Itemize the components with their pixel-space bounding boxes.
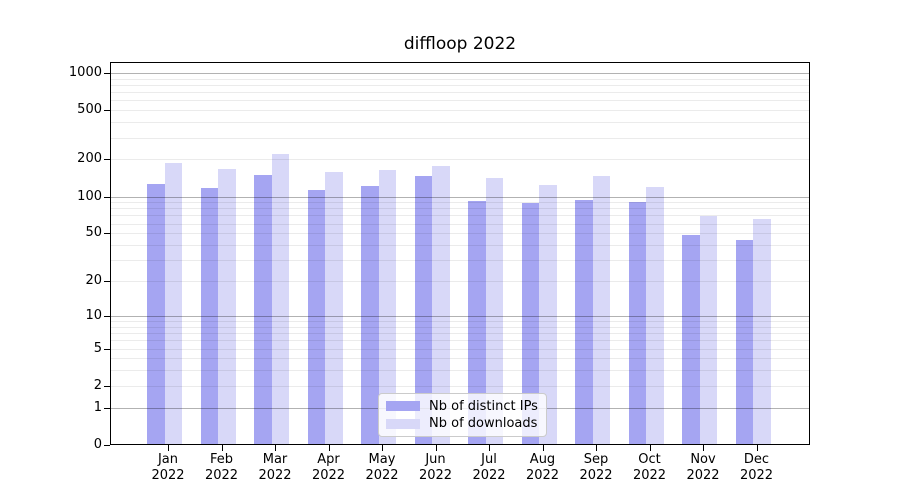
x-tick (756, 445, 758, 451)
y-tick (104, 281, 110, 282)
bar-distinct-ips (735, 240, 753, 445)
bar-distinct-ips (361, 185, 379, 445)
y-tick-label: 0 (93, 437, 102, 452)
y-tick (104, 72, 110, 74)
bar-distinct-ips (254, 174, 272, 445)
bar-downloads (753, 218, 771, 445)
bar-distinct-ips (414, 176, 432, 445)
y-tick-label: 20 (85, 273, 102, 288)
x-tick-label: Sep 2022 (579, 452, 613, 483)
x-tick (382, 445, 383, 451)
bar-downloads (378, 170, 396, 445)
y-tick (104, 110, 110, 112)
x-tick-label: Jul 2022 (472, 452, 506, 483)
x-tick (596, 445, 597, 451)
x-tick-label: Dec 2022 (739, 452, 774, 483)
y-tick (104, 159, 110, 161)
y-tick-label: 200 (77, 151, 102, 167)
y-tick (104, 385, 110, 387)
x-tick-label: Aug 2022 (525, 452, 560, 483)
y-tick-label: 500 (77, 102, 102, 118)
bars-layer (110, 62, 810, 445)
y-tick (104, 233, 110, 235)
legend-row: Nb of downloads (386, 416, 538, 431)
bar-downloads (432, 165, 450, 445)
legend-label: Nb of downloads (429, 416, 538, 432)
x-tick (168, 445, 169, 451)
x-tick-label: Feb 2022 (204, 452, 239, 483)
x-tick-label: Nov 2022 (686, 452, 720, 483)
y-tick-label: 5 (93, 340, 102, 356)
bar-distinct-ips (575, 199, 593, 445)
y-tick-label: 1 (93, 399, 102, 415)
legend-swatch (386, 401, 420, 412)
x-tick (328, 445, 330, 451)
bar-downloads (164, 163, 182, 445)
legend-row: Nb of distinct IPs (386, 399, 538, 414)
x-tick (221, 445, 223, 451)
bar-downloads (325, 172, 343, 445)
x-tick-label: Mar 2022 (258, 452, 292, 483)
x-tick-label: Jun 2022 (418, 452, 453, 483)
plot-area (110, 62, 810, 445)
legend-label: Nb of distinct IPs (429, 398, 538, 414)
x-tick-label: Oct 2022 (632, 452, 667, 483)
x-tick-label: May 2022 (365, 452, 399, 483)
bar-distinct-ips (147, 184, 165, 445)
y-tick (104, 196, 110, 198)
bar-downloads (218, 169, 236, 445)
bar-distinct-ips (628, 201, 646, 445)
y-tick (104, 407, 110, 409)
chart-title: diffloop 2022 (403, 34, 517, 54)
bar-downloads (539, 185, 557, 445)
x-tick-label: Apr 2022 (311, 452, 346, 483)
y-tick (104, 348, 110, 350)
y-tick-label: 2 (93, 377, 102, 393)
bar-downloads (699, 216, 717, 445)
legend-swatch (386, 418, 420, 429)
bar-downloads (485, 177, 503, 445)
y-tick-label: 1000 (68, 64, 102, 80)
x-tick (435, 445, 437, 451)
x-tick (649, 445, 651, 451)
y-tick-label: 50 (85, 225, 102, 241)
x-tick (542, 445, 544, 451)
x-tick (275, 445, 276, 451)
bar-downloads (271, 154, 289, 445)
x-tick-label: Jan 2022 (151, 452, 185, 483)
bar-distinct-ips (307, 189, 325, 445)
bar-downloads (592, 176, 610, 445)
bar-distinct-ips (682, 235, 700, 445)
x-tick (489, 445, 490, 451)
y-tick (104, 445, 110, 446)
bar-downloads (646, 186, 664, 445)
x-tick (703, 445, 704, 451)
y-tick (104, 315, 110, 317)
y-tick-label: 100 (77, 188, 102, 204)
y-tick-label: 10 (85, 307, 102, 323)
bar-distinct-ips (200, 187, 218, 445)
bar-distinct-ips (468, 200, 486, 445)
bar-distinct-ips (521, 203, 539, 445)
legend: Nb of distinct IPs Nb of downloads (378, 393, 547, 437)
